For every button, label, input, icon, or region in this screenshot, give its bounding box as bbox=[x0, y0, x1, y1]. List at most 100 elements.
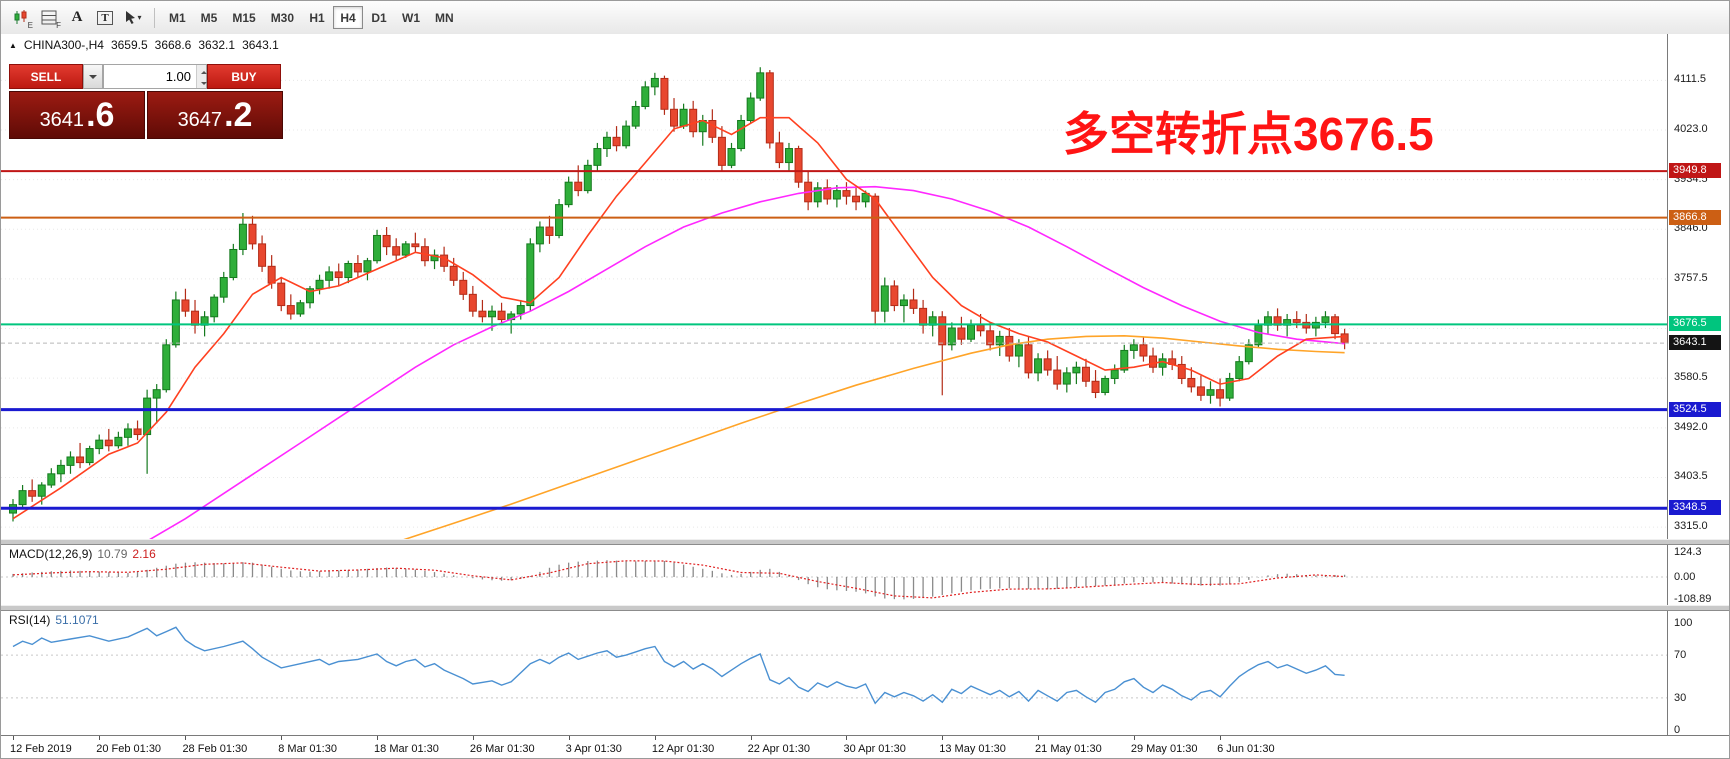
price-axis-label: 4111.5 bbox=[1674, 73, 1707, 86]
timeframe-button-d1[interactable]: D1 bbox=[364, 6, 394, 29]
price-chart-panel[interactable]: ▲ CHINA300-,H4 3659.5 3668.6 3632.1 3643… bbox=[1, 34, 1730, 539]
timeframe-button-m1[interactable]: M1 bbox=[162, 6, 193, 29]
order-type-dropdown[interactable] bbox=[83, 64, 103, 89]
shortcut-badge: E bbox=[27, 21, 33, 30]
symbol-label: CHINA300-,H4 bbox=[23, 38, 104, 52]
macd-axis-label: 124.3 bbox=[1674, 545, 1702, 558]
template-icon[interactable]: T bbox=[91, 5, 119, 30]
rsi-axis[interactable]: 100 70 30 0 bbox=[1667, 611, 1729, 736]
time-tick bbox=[846, 736, 848, 740]
time-tick bbox=[13, 736, 14, 740]
price-axis-label: 3403.5 bbox=[1674, 470, 1708, 483]
price-level-tag: 3524.5 bbox=[1669, 401, 1721, 417]
price-axis-label: 3846.0 bbox=[1674, 222, 1708, 235]
rsi-panel[interactable]: RSI(14) 51.1071 100 70 30 0 bbox=[1, 611, 1729, 736]
time-label: 3 Apr 01:30 bbox=[565, 743, 622, 755]
timeframe-button-h4[interactable]: H4 bbox=[333, 6, 364, 29]
time-tick bbox=[472, 736, 474, 740]
time-label: 22 Apr 01:30 bbox=[747, 743, 811, 755]
current-price-tag: 3643.1 bbox=[1669, 335, 1721, 351]
rsi-axis-label: 0 bbox=[1674, 724, 1681, 736]
time-label: 8 Mar 01:30 bbox=[278, 743, 337, 755]
order-entry-row: SELL BUY bbox=[9, 64, 283, 89]
time-label: 26 Mar 01:30 bbox=[469, 743, 535, 755]
volume-input[interactable] bbox=[104, 65, 196, 88]
price-tiles-row: 3641 .6 3647 .2 bbox=[9, 91, 283, 139]
time-label: 21 May 01:30 bbox=[1035, 743, 1102, 755]
timeframe-button-m5[interactable]: M5 bbox=[194, 6, 225, 29]
macd-signal-value: 2.16 bbox=[132, 547, 156, 561]
time-label: 12 Apr 01:30 bbox=[651, 743, 715, 755]
macd-axis-label: -108.89 bbox=[1674, 593, 1712, 606]
grid-glyph bbox=[41, 10, 57, 25]
price-level-tag: 3949.8 bbox=[1669, 163, 1721, 179]
text-annotation-icon[interactable]: A bbox=[63, 5, 91, 30]
rsi-label: RSI(14) 51.1071 bbox=[9, 613, 99, 627]
toolbar-separator bbox=[154, 7, 155, 28]
volume-decrease-button[interactable] bbox=[197, 76, 207, 88]
template-tool-glyph: T bbox=[97, 10, 113, 25]
price-axis-label: 3492.0 bbox=[1674, 420, 1708, 433]
macd-axis-label: 0.00 bbox=[1674, 571, 1696, 583]
rsi-axis-label: 100 bbox=[1674, 617, 1693, 629]
rsi-value: 51.1071 bbox=[55, 613, 99, 627]
low-value: 3632.1 bbox=[198, 38, 236, 52]
buy-price-display[interactable]: 3647 .2 bbox=[147, 91, 283, 139]
timeframe-button-w1[interactable]: W1 bbox=[395, 6, 427, 29]
macd-axis[interactable]: 124.3 0.00 -108.89 bbox=[1667, 545, 1729, 606]
time-label: 28 Feb 01:30 bbox=[182, 743, 248, 755]
time-label: 20 Feb 01:30 bbox=[96, 743, 162, 755]
macd-main-value: 10.79 bbox=[97, 547, 128, 561]
price-axis[interactable]: 4111.54023.03934.53846.03757.53669.03580… bbox=[1667, 34, 1729, 539]
time-tick bbox=[1038, 736, 1040, 740]
sell-price-pips: .6 bbox=[86, 96, 115, 134]
macd-label: MACD(12,26,9) 10.79 2.16 bbox=[9, 547, 156, 561]
sell-price-main: 3641 bbox=[39, 109, 85, 131]
collapse-icon[interactable]: ▲ bbox=[9, 40, 17, 50]
timeframe-button-m15[interactable]: M15 bbox=[225, 6, 262, 29]
timeframe-button-h1[interactable]: H1 bbox=[302, 6, 332, 29]
price-axis-label: 3757.5 bbox=[1674, 271, 1708, 284]
time-tick bbox=[568, 736, 570, 740]
volume-spinner bbox=[196, 65, 207, 88]
time-tick bbox=[377, 736, 379, 740]
time-label: 6 Jun 01:30 bbox=[1217, 743, 1275, 755]
one-click-trading-widget: SELL BUY 3641 .6 3647 .2 bbox=[9, 64, 283, 139]
buy-button[interactable]: BUY bbox=[207, 64, 281, 89]
time-axis[interactable]: 12 Feb 2019 20 Feb 01:30 28 Feb 01:30 8 Mar… bbox=[1, 735, 1729, 758]
timeframe-button-mn[interactable]: MN bbox=[428, 6, 461, 29]
macd-name: MACD(12,26,9) bbox=[9, 547, 93, 561]
volume-box bbox=[103, 64, 207, 89]
panel-separator[interactable] bbox=[1, 539, 1729, 545]
macd-chart bbox=[1, 560, 1667, 600]
chart-header: ▲ CHINA300-,H4 3659.5 3668.6 3632.1 3643… bbox=[9, 38, 279, 52]
rsi-axis-label: 70 bbox=[1674, 649, 1687, 662]
price-axis-label: 3315.0 bbox=[1674, 520, 1708, 533]
cursor-tool-icon[interactable]: ▾ bbox=[119, 5, 147, 30]
chevron-down-icon: ▾ bbox=[137, 13, 142, 22]
panel-separator[interactable] bbox=[1, 605, 1729, 611]
chart-grid-icon[interactable]: F bbox=[35, 5, 63, 30]
time-tick bbox=[654, 736, 656, 740]
toolbar: E F A T ▾ M1 M5 M15 M30 H1 H4 D1 W1 MN bbox=[1, 1, 1729, 35]
time-label: 13 May 01:30 bbox=[939, 743, 1006, 755]
timeframe-button-m30[interactable]: M30 bbox=[264, 6, 301, 29]
price-axis-label: 4023.0 bbox=[1674, 123, 1708, 136]
price-level-tag: 3866.8 bbox=[1669, 209, 1721, 225]
time-tick bbox=[750, 736, 752, 740]
sell-button[interactable]: SELL bbox=[9, 64, 83, 89]
timeframe-selector: M1 M5 M15 M30 H1 H4 D1 W1 MN bbox=[162, 6, 461, 29]
candlestick-chart[interactable] bbox=[1, 34, 1730, 539]
chart-candles-icon[interactable]: E bbox=[7, 5, 35, 30]
time-label: 30 Apr 01:30 bbox=[843, 743, 906, 755]
volume-increase-button[interactable] bbox=[197, 65, 207, 77]
time-tick bbox=[942, 736, 944, 740]
time-label: 18 Mar 01:30 bbox=[374, 743, 439, 755]
macd-panel[interactable]: MACD(12,26,9) 10.79 2.16 124.3 0.00 -108.89 bbox=[1, 545, 1729, 606]
time-tick bbox=[281, 736, 283, 740]
cursor-glyph bbox=[126, 11, 136, 24]
rsi-axis-label: 30 bbox=[1674, 691, 1687, 704]
candlestick-glyph bbox=[14, 9, 26, 24]
sell-price-display[interactable]: 3641 .6 bbox=[9, 91, 145, 139]
chart-annotation-text: 多空转折点3676.5 bbox=[1063, 108, 1434, 160]
